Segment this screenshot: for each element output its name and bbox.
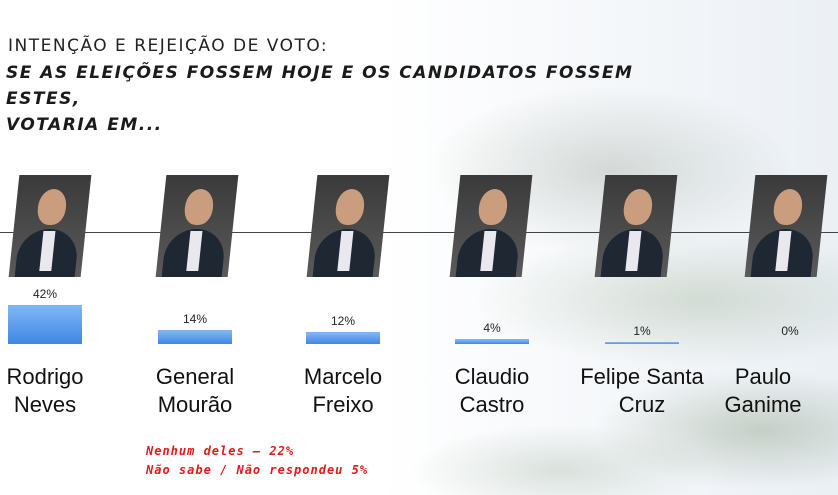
chart-title: INTENÇÃO E REJEIÇÃO DE VOTO: [8, 36, 329, 56]
subtitle-line-2: VOTARIA EM... [6, 115, 163, 135]
category-label: Marcelo Freixo [268, 363, 418, 419]
candidate-photo [306, 175, 390, 277]
category-label-line: Cruz [618, 392, 666, 417]
data-label: 12% [330, 314, 356, 328]
note-none: Nenhum deles – 22% [146, 444, 295, 458]
data-label: 4% [483, 321, 501, 335]
category-label: Felipe Santa Cruz [567, 363, 717, 419]
category-label-line: Freixo [312, 392, 374, 417]
photo-head [183, 189, 215, 225]
candidate-photo [594, 175, 678, 277]
footnotes: Nenhum deles – 22% Não sabe / Não respon… [146, 442, 368, 480]
candidate-photo [155, 175, 239, 277]
category-label-line: Rodrigo [6, 364, 84, 389]
data-label: 14% [182, 312, 208, 326]
candidate-photo [449, 175, 533, 277]
category-label-line: Marcelo [303, 364, 383, 389]
category-label: Claudio Castro [417, 363, 567, 419]
data-label: 42% [32, 287, 58, 301]
category-label-line: Claudio [454, 364, 530, 389]
bar [605, 342, 679, 344]
data-label: 0% [781, 324, 799, 338]
data-label: 1% [633, 324, 651, 338]
bar [306, 332, 380, 344]
subtitle-line-1: SE AS ELEIÇÕES FOSSEM HOJE E OS CANDIDAT… [6, 63, 634, 109]
category-label: Rodrigo Neves [0, 363, 120, 419]
category-label-line: Paulo [734, 364, 792, 389]
bar [158, 330, 232, 344]
category-label-line: Felipe Santa [580, 364, 704, 389]
category-label-line: General [155, 364, 235, 389]
category-label-line: Ganime [724, 392, 802, 417]
photo-head [477, 189, 509, 225]
photo-head [622, 189, 654, 225]
note-dont-know: Não sabe / Não respondeu 5% [146, 463, 369, 477]
category-label: General Mourão [120, 363, 270, 419]
candidate-photo [8, 175, 92, 277]
bar [8, 305, 82, 344]
chart-subtitle: SE AS ELEIÇÕES FOSSEM HOJE E OS CANDIDAT… [6, 60, 706, 138]
category-label-line: Neves [13, 392, 77, 417]
bar [753, 342, 827, 343]
horizontal-rule [0, 232, 838, 233]
photo-head [334, 189, 366, 225]
bar [455, 339, 529, 344]
photo-head [772, 189, 804, 225]
category-label-line: Mourão [157, 392, 233, 417]
candidate-photo [744, 175, 828, 277]
category-label: Paulo Ganime [688, 363, 838, 419]
category-label-line: Castro [459, 392, 525, 417]
photo-head [36, 189, 68, 225]
